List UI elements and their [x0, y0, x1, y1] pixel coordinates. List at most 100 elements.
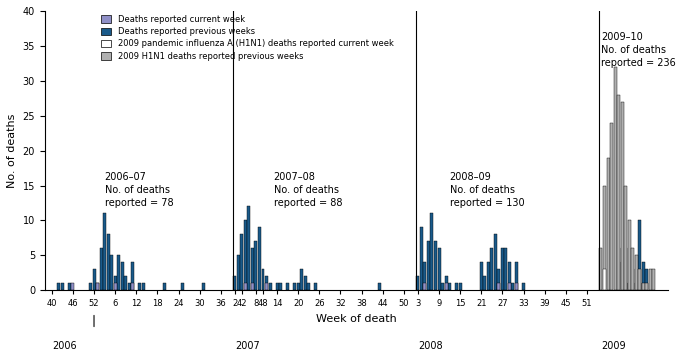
Bar: [624, 185, 627, 290]
Bar: [483, 276, 486, 290]
Bar: [275, 283, 279, 290]
Bar: [628, 221, 630, 290]
Bar: [631, 249, 634, 290]
Bar: [641, 262, 645, 290]
Bar: [638, 283, 641, 290]
Bar: [504, 249, 507, 290]
Bar: [638, 221, 641, 290]
Bar: [494, 234, 497, 290]
Bar: [624, 283, 627, 290]
Bar: [113, 276, 117, 290]
Text: 2006: 2006: [52, 341, 76, 350]
Bar: [444, 283, 448, 290]
Bar: [635, 255, 638, 290]
Bar: [124, 276, 127, 290]
Y-axis label: No. of deaths: No. of deaths: [7, 113, 17, 188]
Bar: [57, 283, 60, 290]
Bar: [420, 227, 423, 290]
Bar: [444, 276, 448, 290]
Bar: [459, 283, 462, 290]
Bar: [641, 283, 645, 290]
Bar: [100, 249, 102, 290]
Bar: [300, 269, 303, 290]
Bar: [293, 283, 296, 290]
Bar: [244, 221, 247, 290]
Bar: [138, 283, 141, 290]
Bar: [491, 249, 493, 290]
Text: 2009–10
No. of deaths
reported = 236: 2009–10 No. of deaths reported = 236: [601, 32, 675, 68]
Bar: [417, 276, 419, 290]
Bar: [498, 269, 500, 290]
Bar: [653, 269, 655, 290]
Bar: [237, 255, 240, 290]
Bar: [424, 262, 426, 290]
Bar: [251, 249, 254, 290]
Bar: [645, 283, 648, 290]
Bar: [515, 283, 518, 290]
Bar: [427, 241, 430, 290]
Bar: [631, 269, 634, 290]
Bar: [142, 283, 145, 290]
Bar: [635, 283, 638, 290]
Bar: [68, 283, 71, 290]
Bar: [599, 249, 603, 290]
Bar: [255, 241, 257, 290]
Bar: [71, 283, 74, 290]
Bar: [638, 269, 641, 290]
Bar: [621, 102, 623, 290]
Bar: [434, 241, 437, 290]
Text: 2007: 2007: [235, 341, 260, 350]
Bar: [603, 185, 606, 290]
Bar: [455, 283, 458, 290]
Text: 2008–09
No. of deaths
reported = 130: 2008–09 No. of deaths reported = 130: [450, 172, 525, 208]
Bar: [448, 283, 451, 290]
Bar: [201, 283, 205, 290]
Bar: [498, 283, 500, 290]
Bar: [110, 255, 113, 290]
Bar: [501, 249, 504, 290]
Bar: [262, 269, 264, 290]
Bar: [131, 262, 134, 290]
Bar: [378, 283, 381, 290]
Bar: [621, 249, 623, 290]
Bar: [487, 262, 490, 290]
Bar: [61, 283, 64, 290]
Bar: [286, 283, 289, 290]
Bar: [117, 255, 120, 290]
Text: 2009: 2009: [601, 341, 626, 350]
Bar: [628, 283, 630, 290]
Bar: [89, 283, 92, 290]
Bar: [614, 67, 617, 290]
Bar: [603, 269, 606, 290]
Bar: [515, 262, 518, 290]
Bar: [93, 269, 95, 290]
Bar: [96, 283, 99, 290]
Bar: [645, 269, 648, 290]
Bar: [120, 262, 124, 290]
Bar: [610, 123, 613, 290]
Bar: [279, 283, 282, 290]
Bar: [258, 227, 261, 290]
Text: 2008: 2008: [418, 341, 443, 350]
Bar: [248, 206, 251, 290]
Text: 2007–08
No. of deaths
reported = 88: 2007–08 No. of deaths reported = 88: [273, 172, 342, 208]
Bar: [96, 283, 99, 290]
Legend: Deaths reported current week, Deaths reported previous weeks, 2009 pandemic infl: Deaths reported current week, Deaths rep…: [99, 12, 397, 63]
Bar: [522, 283, 525, 290]
Bar: [437, 249, 441, 290]
Bar: [268, 283, 271, 290]
X-axis label: Week of death: Week of death: [316, 314, 397, 324]
Bar: [163, 283, 166, 290]
Bar: [265, 283, 268, 290]
Bar: [441, 283, 444, 290]
Bar: [508, 262, 511, 290]
Bar: [617, 262, 620, 290]
Bar: [304, 276, 307, 290]
Bar: [233, 276, 237, 290]
Bar: [430, 213, 433, 290]
Bar: [649, 269, 652, 290]
Bar: [307, 283, 310, 290]
Bar: [240, 234, 244, 290]
Bar: [297, 283, 300, 290]
Bar: [508, 283, 511, 290]
